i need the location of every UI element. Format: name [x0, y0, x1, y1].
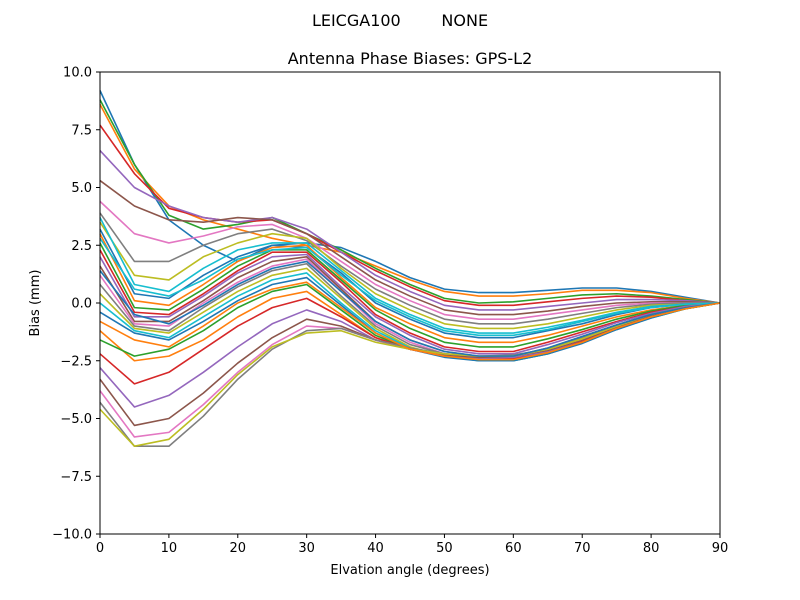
series-line-32	[99, 281, 721, 361]
y-axis-label: Bias (mm)	[28, 270, 43, 337]
x-tick-label: 20	[230, 541, 247, 556]
x-axis-ticks: 0 10 20 30 40 50 60 70 80 90	[96, 534, 728, 556]
series-line-8	[99, 212, 720, 325]
series-line-3	[99, 99, 721, 304]
x-tick-label: 40	[367, 541, 384, 556]
y-tick-label: 7.5	[71, 123, 92, 138]
x-tick-label: 60	[505, 541, 522, 556]
y-tick-label: −5.0	[60, 412, 92, 427]
series-line-11	[99, 228, 721, 339]
y-tick-label: −10.0	[52, 528, 92, 543]
y-axis-ticks: −10.0 −7.5 −5.0 −2.5 0.0 2.5 5.0 7.5 10.0	[52, 66, 100, 543]
series-line-12	[99, 233, 721, 344]
x-tick-label: 90	[712, 541, 729, 556]
y-tick-label: 0.0	[71, 297, 92, 312]
series-line-14	[99, 249, 721, 353]
series-line-7	[99, 200, 720, 320]
series-layer	[99, 90, 721, 448]
figure-suptitle: LEICGA100 NONE	[312, 11, 488, 30]
series-line-9	[99, 221, 721, 330]
series-line-5	[99, 149, 721, 311]
series-line-13	[99, 242, 721, 348]
x-tick-label: 0	[96, 541, 104, 556]
x-axis-label: Elvation angle (degrees)	[330, 563, 489, 578]
series-line-30	[99, 237, 721, 337]
series-line-10	[99, 217, 721, 334]
y-tick-label: 5.0	[71, 181, 92, 196]
y-tick-label: 2.5	[71, 239, 92, 254]
x-tick-label: 10	[161, 541, 178, 556]
chart-title: Antenna Phase Biases: GPS-L2	[288, 49, 533, 68]
y-tick-label: 10.0	[63, 66, 92, 81]
x-tick-label: 80	[643, 541, 660, 556]
series-line-2	[99, 103, 721, 304]
series-line-6	[99, 179, 721, 316]
series-line-15	[99, 253, 721, 355]
y-tick-label: −2.5	[60, 354, 92, 369]
x-tick-label: 70	[574, 541, 591, 556]
x-tick-label: 30	[298, 541, 315, 556]
x-tick-label: 50	[436, 541, 453, 556]
y-tick-label: −7.5	[60, 470, 92, 485]
plot-area: 0 10 20 30 40 50 60 70 80 90 −10.0 −7.5 −5.0 −2.5 0.0…	[52, 66, 728, 557]
series-line-31	[99, 260, 721, 357]
plot-frame	[99, 71, 721, 535]
